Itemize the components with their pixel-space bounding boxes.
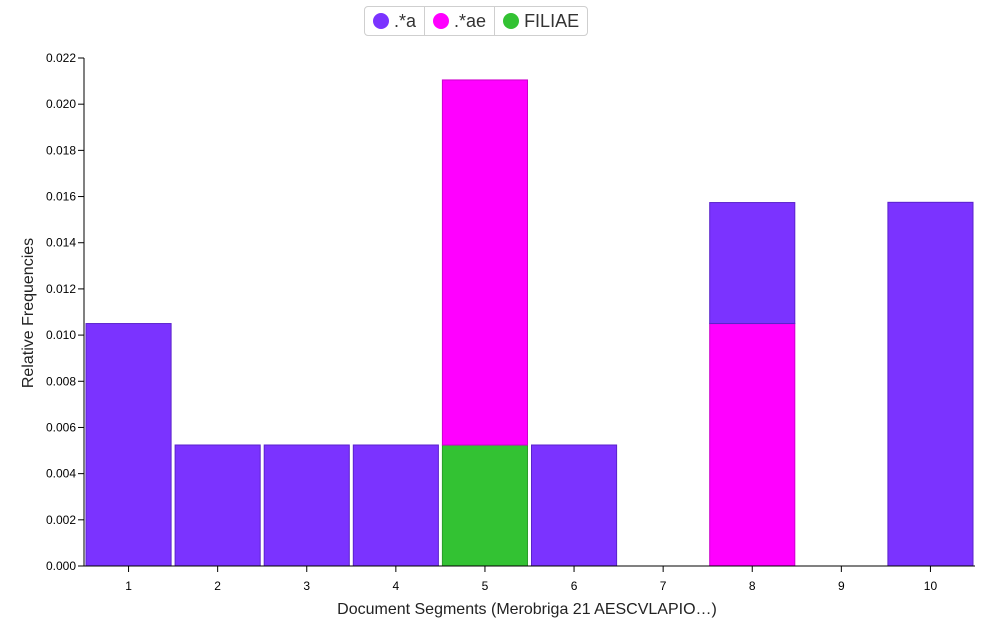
bar-a-seg-2[interactable]	[174, 444, 261, 567]
x-tick-label-10: 10	[924, 579, 938, 593]
bar-a-seg-10[interactable]	[887, 201, 974, 567]
y-tick-label-10: 0.020	[46, 97, 76, 111]
bar-a-seg-4[interactable]	[352, 444, 439, 567]
x-tick-label-1: 1	[125, 579, 132, 593]
x-tick-label-6: 6	[571, 579, 578, 593]
y-tick-label-8: 0.016	[46, 190, 76, 204]
bar-a-seg-3[interactable]	[263, 444, 350, 567]
legend-label-filiae: FILIAE	[524, 10, 580, 31]
y-tick-label-11: 0.022	[46, 51, 76, 65]
x-tick-label-3: 3	[303, 579, 310, 593]
y-tick-label-6: 0.012	[46, 282, 76, 296]
x-axis-title: Document Segments (Merobriga 21 AESCVLAP…	[337, 601, 717, 618]
y-tick-label-2: 0.004	[46, 467, 76, 481]
x-tick-label-2: 2	[214, 579, 221, 593]
legend-swatch-a	[373, 13, 389, 29]
legend-label-a: .*a	[394, 10, 417, 31]
x-axis: 1 2 3 4 5 6 7 8 9 10	[84, 565, 975, 593]
legend-swatch-filiae	[503, 13, 520, 29]
bar-filiae-seg-5[interactable]	[441, 444, 528, 567]
y-axis: 0.000 0.002 0.004 0.006 0.008 0.010 0.012 0.014…	[46, 51, 85, 573]
bar-a-seg-8[interactable]	[709, 202, 796, 325]
y-tick-label-4: 0.008	[46, 374, 76, 388]
x-tick-label-7: 7	[660, 579, 667, 593]
y-tick-label-1: 0.002	[46, 513, 76, 527]
y-tick-label-3: 0.006	[46, 420, 76, 434]
legend-swatch-ae	[433, 13, 450, 29]
y-tick-label-5: 0.010	[46, 328, 76, 342]
legend-item-filiae[interactable]: FILIAE	[494, 7, 587, 35]
x-tick-label-8: 8	[749, 579, 756, 593]
legend-item-a[interactable]: .*a	[365, 7, 424, 35]
bar-ae-seg-8[interactable]	[709, 323, 796, 567]
y-tick-label-9: 0.018	[46, 143, 76, 157]
x-tick-label-4: 4	[393, 579, 400, 593]
bar-a-seg-6[interactable]	[531, 444, 618, 567]
y-tick-label-0: 0.000	[46, 559, 76, 573]
legend-item-ae[interactable]: .*ae	[424, 7, 494, 35]
bar-a-seg-1[interactable]	[85, 323, 172, 567]
bar-ae-seg-5[interactable]	[441, 79, 528, 446]
legend: .*a .*ae FILIAE	[364, 6, 589, 36]
x-tick-label-9: 9	[838, 579, 845, 593]
y-axis-title: Relative Frequencies	[20, 238, 37, 388]
x-tick-label-5: 5	[482, 579, 489, 593]
legend-label-ae: .*ae	[454, 10, 487, 31]
bars-group	[85, 79, 974, 567]
y-tick-label-7: 0.014	[46, 236, 76, 250]
